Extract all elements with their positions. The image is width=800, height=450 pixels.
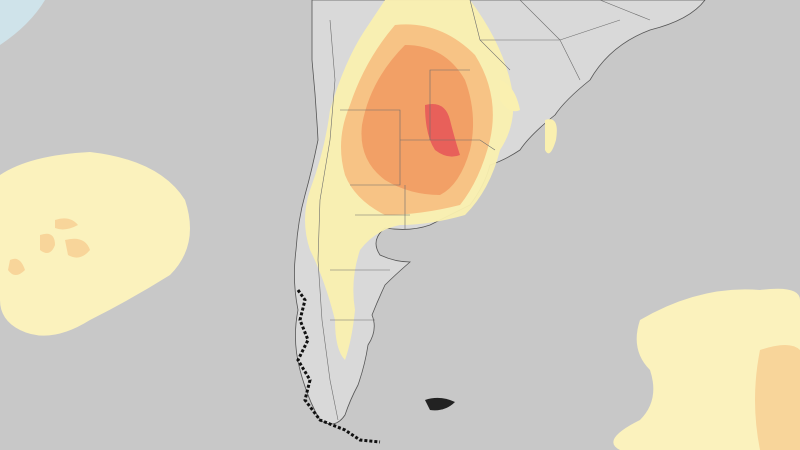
sea-ice [0,0,45,45]
forecast-area [500,80,557,154]
islands [425,397,455,411]
forecast-area-warm [8,218,90,275]
forecast-area [0,152,190,336]
forecast-area-warm [755,345,800,450]
forecast-area-hot [361,45,474,195]
fjord-coast [296,289,381,444]
forecast-area-extreme [425,104,460,157]
forecast-area [613,288,800,450]
borders [317,0,651,421]
